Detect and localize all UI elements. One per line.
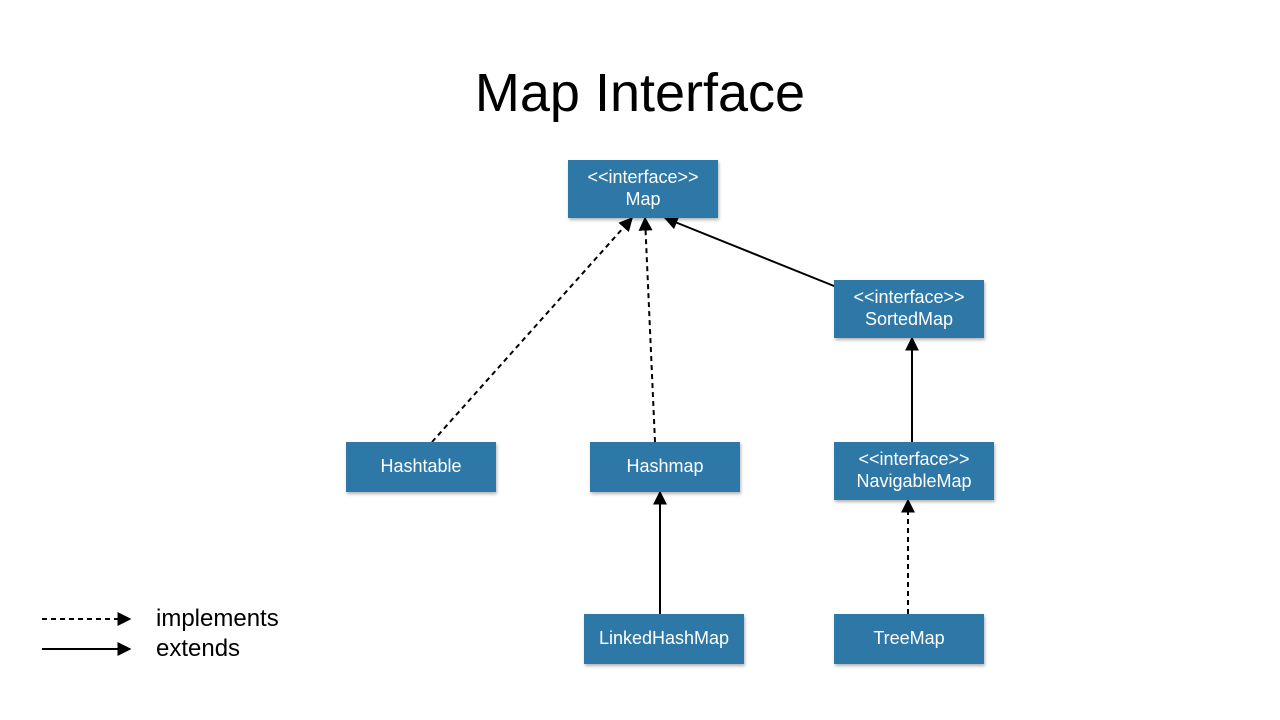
class-label: SortedMap [865, 309, 953, 331]
class-label: NavigableMap [856, 471, 971, 493]
legend-row-extends: extends [40, 635, 279, 663]
legend-extends-arrow-icon [40, 639, 142, 659]
legend-label: extends [156, 635, 240, 663]
class-label: Hashmap [626, 456, 703, 478]
class-label: Hashtable [380, 456, 461, 478]
node-map-interface: <<interface>> Map [568, 160, 718, 218]
legend-implements-arrow-icon [40, 609, 142, 629]
node-hashtable: Hashtable [346, 442, 496, 492]
class-label: Map [625, 189, 660, 211]
node-hashmap: Hashmap [590, 442, 740, 492]
stereotype-label: <<interface>> [853, 287, 964, 309]
diagram-title: Map Interface [0, 62, 1280, 124]
node-treemap: TreeMap [834, 614, 984, 664]
node-navigablemap-interface: <<interface>> NavigableMap [834, 442, 994, 500]
legend: implements extends [40, 605, 279, 665]
node-sortedmap-interface: <<interface>> SortedMap [834, 280, 984, 338]
legend-label: implements [156, 605, 279, 633]
legend-row-implements: implements [40, 605, 279, 633]
class-label: LinkedHashMap [599, 628, 729, 650]
class-label: TreeMap [873, 628, 944, 650]
stereotype-label: <<interface>> [587, 167, 698, 189]
stereotype-label: <<interface>> [858, 449, 969, 471]
node-linkedhashmap: LinkedHashMap [584, 614, 744, 664]
